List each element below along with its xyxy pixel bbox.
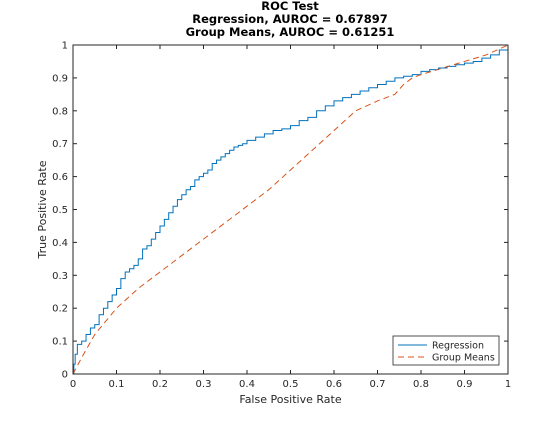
axis-ticks: 0 0.1 0.2 0.3 0.4 0.5 0.6 0.7 0.8 0.9 1 0 0.1 0.2 0.3 0… <box>52 41 511 391</box>
x-tick-label: 1 <box>505 379 511 390</box>
series-line-group-means <box>72 44 509 375</box>
x-tick-label: 0.9 <box>457 379 473 390</box>
legend-box <box>392 335 500 366</box>
title-line-2: Regression, AUROC = 0.67897 <box>192 12 387 26</box>
chart-title: ROC Test Regression, AUROC = 0.67897 Gro… <box>186 0 395 39</box>
x-tick-label: 0.3 <box>196 379 212 390</box>
y-tick-label: 0.8 <box>52 106 68 117</box>
plot-area <box>73 45 508 374</box>
y-tick-label: 0.3 <box>52 271 68 282</box>
title-line-3: Group Means, AUROC = 0.61251 <box>186 25 395 39</box>
x-tick-label: 0.5 <box>283 379 299 390</box>
y-tick-label: 0.2 <box>52 304 68 315</box>
x-axis-label: False Positive Rate <box>239 393 341 406</box>
y-tick-label: 0.6 <box>52 172 68 183</box>
x-tick-label: 0.4 <box>239 379 255 390</box>
title-line-1: ROC Test <box>261 0 319 13</box>
series-group <box>72 44 509 375</box>
series-line-regression <box>73 45 509 375</box>
x-tick-label: 0.6 <box>326 379 342 390</box>
y-tick-label: 0.9 <box>52 73 68 84</box>
legend-label-group-means: Group Means <box>432 353 495 364</box>
x-tick-label: 0 <box>70 379 76 390</box>
y-axis-label: True Positive Rate <box>36 160 49 259</box>
x-tick-label: 0.7 <box>370 379 386 390</box>
x-tick-label: 0.8 <box>413 379 429 390</box>
y-tick-label: 0.7 <box>52 139 68 150</box>
x-tick-label: 0.2 <box>152 379 168 390</box>
y-tick-label: 1 <box>62 41 68 52</box>
y-tick-label: 0.5 <box>52 205 68 216</box>
legend-label-regression: Regression <box>432 341 484 352</box>
y-tick-label: 0.1 <box>52 337 68 348</box>
x-tick-label: 0.1 <box>109 379 125 390</box>
y-tick-label: 0 <box>62 370 68 381</box>
y-tick-label: 0.4 <box>52 238 68 249</box>
legend: Regression Group Means <box>392 335 500 366</box>
